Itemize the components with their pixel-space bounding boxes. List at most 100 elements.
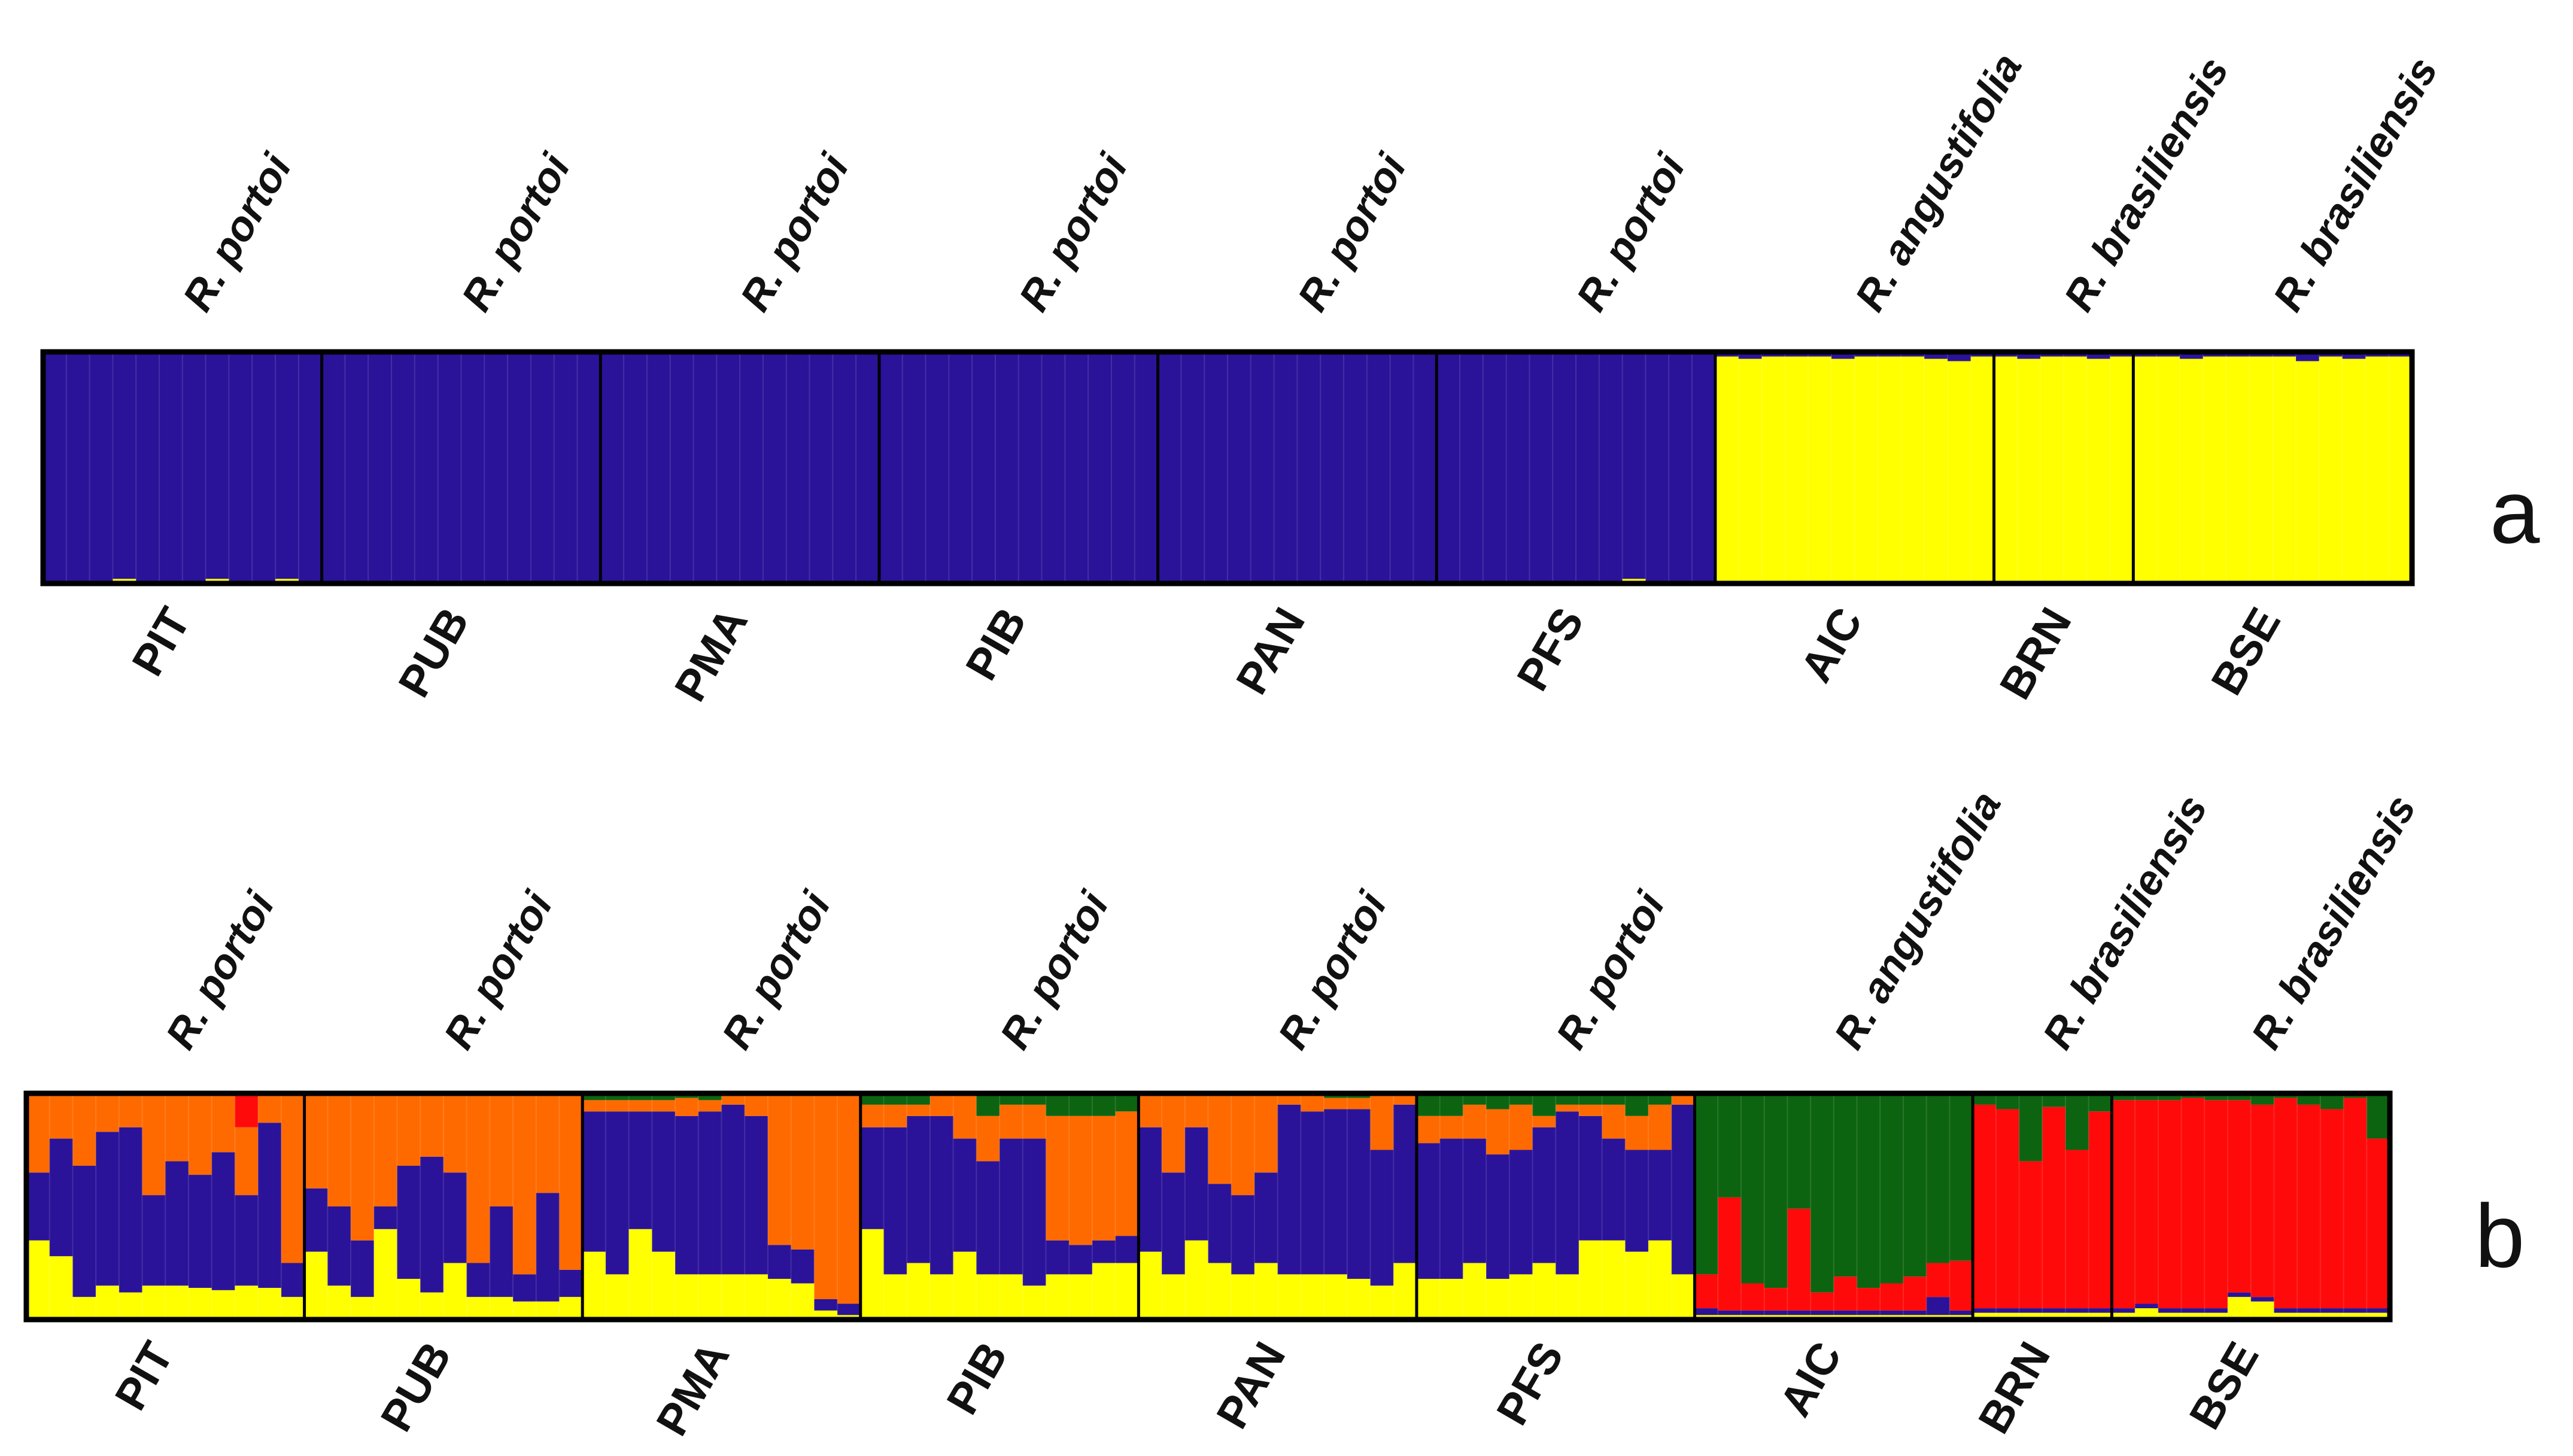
population-code-label: PAN <box>1207 1334 1295 1437</box>
bar-segment-blue <box>1973 1308 1997 1313</box>
bar-segment-orange <box>628 1100 652 1112</box>
bar-segment-blue <box>1413 352 1437 582</box>
bar-segment-green <box>1416 1093 1441 1116</box>
bar-segment-yellow <box>1000 1274 1023 1320</box>
bar-segment-blue <box>1254 1172 1278 1263</box>
bar-segment-blue <box>833 352 856 582</box>
bar-segment-orange <box>1208 1093 1232 1184</box>
bar-segment-blue <box>414 352 439 582</box>
bar-segment-orange <box>1184 1093 1209 1127</box>
panel-a: R. portoi PIT R. portoi PUB R. portoi PMA R. p… <box>40 45 2447 709</box>
bar-segment-blue <box>1041 352 1065 582</box>
bar-segment-blue <box>1416 1143 1441 1279</box>
population-code-label: BSE <box>2201 600 2290 703</box>
bar-segment-orange <box>1324 1098 1348 1110</box>
bar-segment-blue <box>1228 352 1251 582</box>
bar-segment-yellow <box>1138 1251 1162 1320</box>
bar-segment-blue <box>972 352 996 582</box>
population-code-label: PIB <box>937 1334 1017 1422</box>
bar-segment-orange <box>49 1093 74 1139</box>
bar-segment-green <box>2088 1093 2113 1112</box>
species-label: R. brasiliensis <box>2034 787 2216 1056</box>
bar-segment-yellow <box>1970 356 1995 583</box>
species-label: R. portoi <box>452 145 579 319</box>
bar-segment-orange <box>397 1093 421 1166</box>
bar-segment-blue <box>2112 1308 2135 1313</box>
bar-segment-yellow <box>1393 1263 1417 1320</box>
species-label: R. portoi <box>1568 145 1694 319</box>
bar-segment-blue <box>1018 352 1043 582</box>
bar-segment-blue <box>693 352 717 582</box>
bar-segment-green <box>1718 1093 1742 1197</box>
bar-segment-blue <box>113 352 136 579</box>
bar-segment-green <box>1556 1093 1579 1105</box>
bar-segment-yellow <box>2158 1312 2182 1320</box>
bar-segment-red <box>1718 1197 1742 1311</box>
bar-segment-blue <box>1347 1109 1371 1279</box>
bar-segment-green <box>1578 1093 1603 1105</box>
bar-segment-orange <box>536 1093 560 1193</box>
bar-segment-orange <box>791 1093 815 1250</box>
bar-segment-blue <box>1625 1150 1649 1252</box>
bar-segment-orange <box>1254 1093 1278 1173</box>
bar-segment-green <box>605 1093 630 1101</box>
bar-segment-red <box>2088 1111 2113 1309</box>
species-label: R. portoi <box>1289 145 1415 319</box>
bar-segment-orange <box>1648 1104 1672 1150</box>
bar-segment-yellow <box>1208 1263 1232 1320</box>
bar-segment-yellow <box>2249 356 2273 583</box>
bar-segment-blue <box>43 352 67 582</box>
bar-segment-blue <box>1718 1310 1742 1315</box>
species-label: R. brasiliensis <box>2242 787 2425 1056</box>
bar-segment-red <box>2112 1100 2135 1309</box>
bar-segment-orange <box>1046 1115 1070 1241</box>
bar-segment-green <box>1115 1093 1139 1112</box>
bar-segment-yellow <box>2133 356 2157 583</box>
bar-segment-blue <box>2017 352 2041 359</box>
bar-segment-orange <box>1602 1104 1626 1139</box>
bar-segment-blue <box>1671 1104 1696 1275</box>
bar-segment-blue <box>49 1138 74 1257</box>
bar-segment-blue <box>2088 1308 2113 1313</box>
bar-segment-blue <box>1694 1308 1718 1315</box>
bar-segment-yellow <box>2042 1312 2066 1320</box>
bar-segment-orange <box>490 1093 514 1206</box>
population-code-label: PIB <box>956 600 1036 688</box>
bar-segment-blue <box>1692 352 1716 582</box>
bar-segment-orange <box>420 1093 444 1157</box>
bar-segment-green <box>1648 1093 1672 1105</box>
bar-segment-yellow <box>72 1297 96 1320</box>
bar-segment-blue <box>1833 1310 1858 1315</box>
bar-segment-orange <box>211 1093 236 1153</box>
bar-segment-blue <box>2297 1308 2321 1313</box>
bar-segment-yellow <box>165 1285 189 1320</box>
bar-segment-blue <box>1301 1111 1325 1275</box>
bar-segment-orange <box>907 1104 931 1116</box>
bar-segment-red <box>1694 1274 1718 1309</box>
bar-segment-yellow <box>1277 1274 1301 1320</box>
bar-segment-blue <box>1576 352 1600 582</box>
bar-segment-green <box>1903 1093 1927 1277</box>
bar-segment-blue <box>1134 352 1159 582</box>
bar-segment-green <box>2250 1093 2275 1105</box>
bar-segment-orange <box>745 1093 768 1116</box>
bar-segment-red <box>2297 1104 2321 1309</box>
bar-segment-yellow <box>2112 1312 2135 1320</box>
bar-segment-yellow <box>1301 1274 1325 1320</box>
bar-segment-blue <box>327 1206 351 1286</box>
population-code-label: PAN <box>1226 600 1314 703</box>
bar-segment-yellow <box>559 1297 583 1320</box>
bar-segment-blue <box>907 1115 931 1263</box>
bar-segment-red <box>2320 1109 2344 1309</box>
bar-segment-blue <box>1463 1138 1487 1263</box>
bar-segment-green <box>1069 1093 1093 1116</box>
bar-segment-yellow <box>2181 1312 2205 1320</box>
bar-segment-red <box>1995 1109 2020 1309</box>
species-label: R. portoi <box>1010 145 1137 319</box>
bar-segment-green <box>1833 1093 1858 1277</box>
bar-segment-blue <box>1181 352 1205 582</box>
bar-segment-green <box>1463 1093 1487 1105</box>
bar-segment-blue <box>786 352 810 582</box>
bar-segment-yellow <box>536 1301 560 1320</box>
bar-segment-red <box>2204 1100 2228 1309</box>
